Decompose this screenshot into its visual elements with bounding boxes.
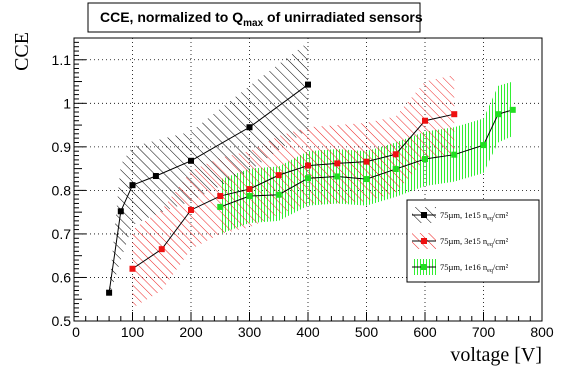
x-tick-label: 700 [472,324,496,340]
axes: 0 100 200 300 400 500 600 700 800 0.5 0.6 0.7 0.8 0.9… [52,37,554,340]
y-tick-label: 0.9 [52,139,72,155]
data-point [480,142,487,149]
data-point [275,191,282,198]
legend-label: 75µm, 1e16 neq/cm² [440,262,509,274]
chart-title-main: CCE, normalized to Q [100,9,243,25]
data-point [129,182,136,189]
x-axis-label: voltage [V] [450,344,542,366]
title-frame [87,2,421,33]
data-point [451,111,458,118]
y-tick-label: 0.7 [52,226,72,242]
data-point [305,81,311,88]
data-point [217,193,224,200]
data-point [158,246,165,253]
data-point [363,176,370,183]
data-point [275,172,282,179]
data-point [334,173,341,180]
y-tick-label: 0.6 [52,269,72,285]
data-point [422,156,428,163]
data-point [509,106,516,113]
data-point [305,175,311,182]
y-tick-label: 1 [63,95,71,111]
legend-label: 75µm, 1e15 neq/cm² [440,210,509,222]
x-tick-label: 800 [530,324,554,340]
data-point [129,265,136,272]
legend-marker [421,238,427,244]
x-tick-label: 0 [72,324,80,340]
series-line [220,109,513,208]
uncertainty-band [132,75,455,308]
x-tick-label: 100 [121,324,145,340]
y-axis-label: CCE [11,32,33,71]
y-tick-label: 0.8 [52,182,72,198]
data-point [106,289,113,296]
chart-title: CCE, normalized to Qmax of unirradiated … [100,9,423,29]
x-tick-label: 200 [179,324,203,340]
x-tick-label: 300 [238,324,262,340]
series-lines [106,81,516,296]
data-point [246,193,253,200]
legend-marker [421,212,427,218]
legend: 75µm, 1e15 neq/cm² 75µm, 3e15 neq/cm² 75µm… [406,199,540,283]
data-point [495,111,502,118]
uncertainty-bands [109,42,513,308]
data-point [246,124,253,131]
data-point [305,162,311,169]
series-line [132,113,455,270]
data-point [363,158,370,165]
y-tick-label: 0.5 [52,313,72,329]
x-tick-label: 400 [296,324,320,340]
chart-title-suffix: of unirradiated sensors [263,9,423,25]
x-tick-label: 500 [355,324,379,340]
data-point [334,160,341,167]
legend-marker [421,264,427,270]
data-point [422,117,428,124]
data-point [217,203,224,210]
data-point [392,151,399,158]
data-point [188,206,194,213]
y-tick-label: 1.1 [52,52,72,68]
data-point [392,166,399,173]
x-tick-label: 600 [413,324,437,340]
data-point [117,208,124,215]
data-point [152,173,159,180]
legend-label: 75µm, 3e15 neq/cm² [440,236,509,248]
data-point [188,157,194,164]
chart-title-sub: max [243,18,263,29]
uncertainty-band [109,42,308,298]
title-box: CCE, normalized to Qmax of unirradiated … [87,2,423,33]
data-point [246,186,253,193]
data-point [451,151,458,158]
